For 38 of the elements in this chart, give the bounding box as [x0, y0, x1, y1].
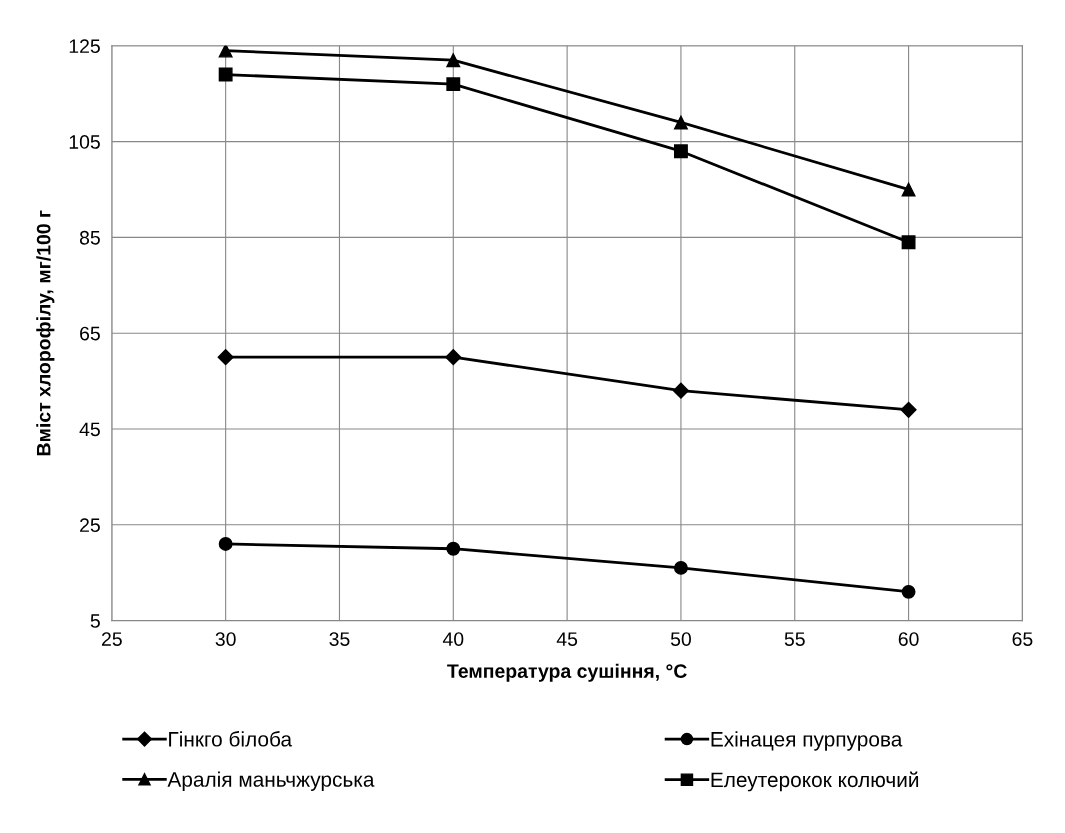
point — [217, 349, 234, 366]
point — [218, 67, 233, 82]
x-tick-label: 35 — [329, 632, 350, 646]
x-axis-title: Температура сушіння, °C — [447, 663, 687, 682]
point — [218, 537, 233, 551]
point — [901, 182, 916, 197]
legend-label: Аралія маньчжурська — [167, 771, 375, 791]
legend-label: Елеутерокок колючий — [711, 771, 919, 792]
y-axis-title: Вміст хлорофілу, мг/100 г — [36, 210, 55, 456]
point — [673, 115, 688, 130]
point — [446, 53, 461, 68]
x-tick-label: 25 — [101, 632, 122, 646]
y-tick-label: 25 — [80, 518, 100, 533]
x-tick-label: 45 — [556, 632, 578, 646]
point — [901, 235, 916, 250]
y-tick-label: 65 — [80, 326, 100, 341]
point — [901, 584, 916, 599]
point — [673, 144, 688, 159]
point — [446, 541, 461, 556]
y-tick-label: 85 — [79, 230, 100, 245]
y-tick-label: 45 — [79, 422, 100, 437]
y-tick-label: 5 — [90, 614, 100, 628]
point — [218, 45, 233, 58]
x-tick-label: 40 — [442, 632, 464, 646]
point — [900, 401, 917, 418]
point — [672, 382, 689, 399]
x-tick-label: 55 — [784, 632, 805, 646]
y-tick-label: 125 — [69, 39, 100, 54]
point — [445, 349, 462, 366]
x-tick-label: 50 — [670, 632, 691, 646]
x-tick-label: 30 — [215, 632, 236, 646]
legend-label: Ехінацея пурпурова — [711, 731, 903, 751]
point — [446, 77, 461, 92]
y-tick-label: 105 — [69, 135, 100, 149]
x-tick-label: 65 — [1012, 632, 1033, 646]
x-tick-label: 60 — [898, 632, 919, 646]
legend-label: Гінкго білоба — [169, 731, 293, 747]
point — [673, 560, 688, 575]
